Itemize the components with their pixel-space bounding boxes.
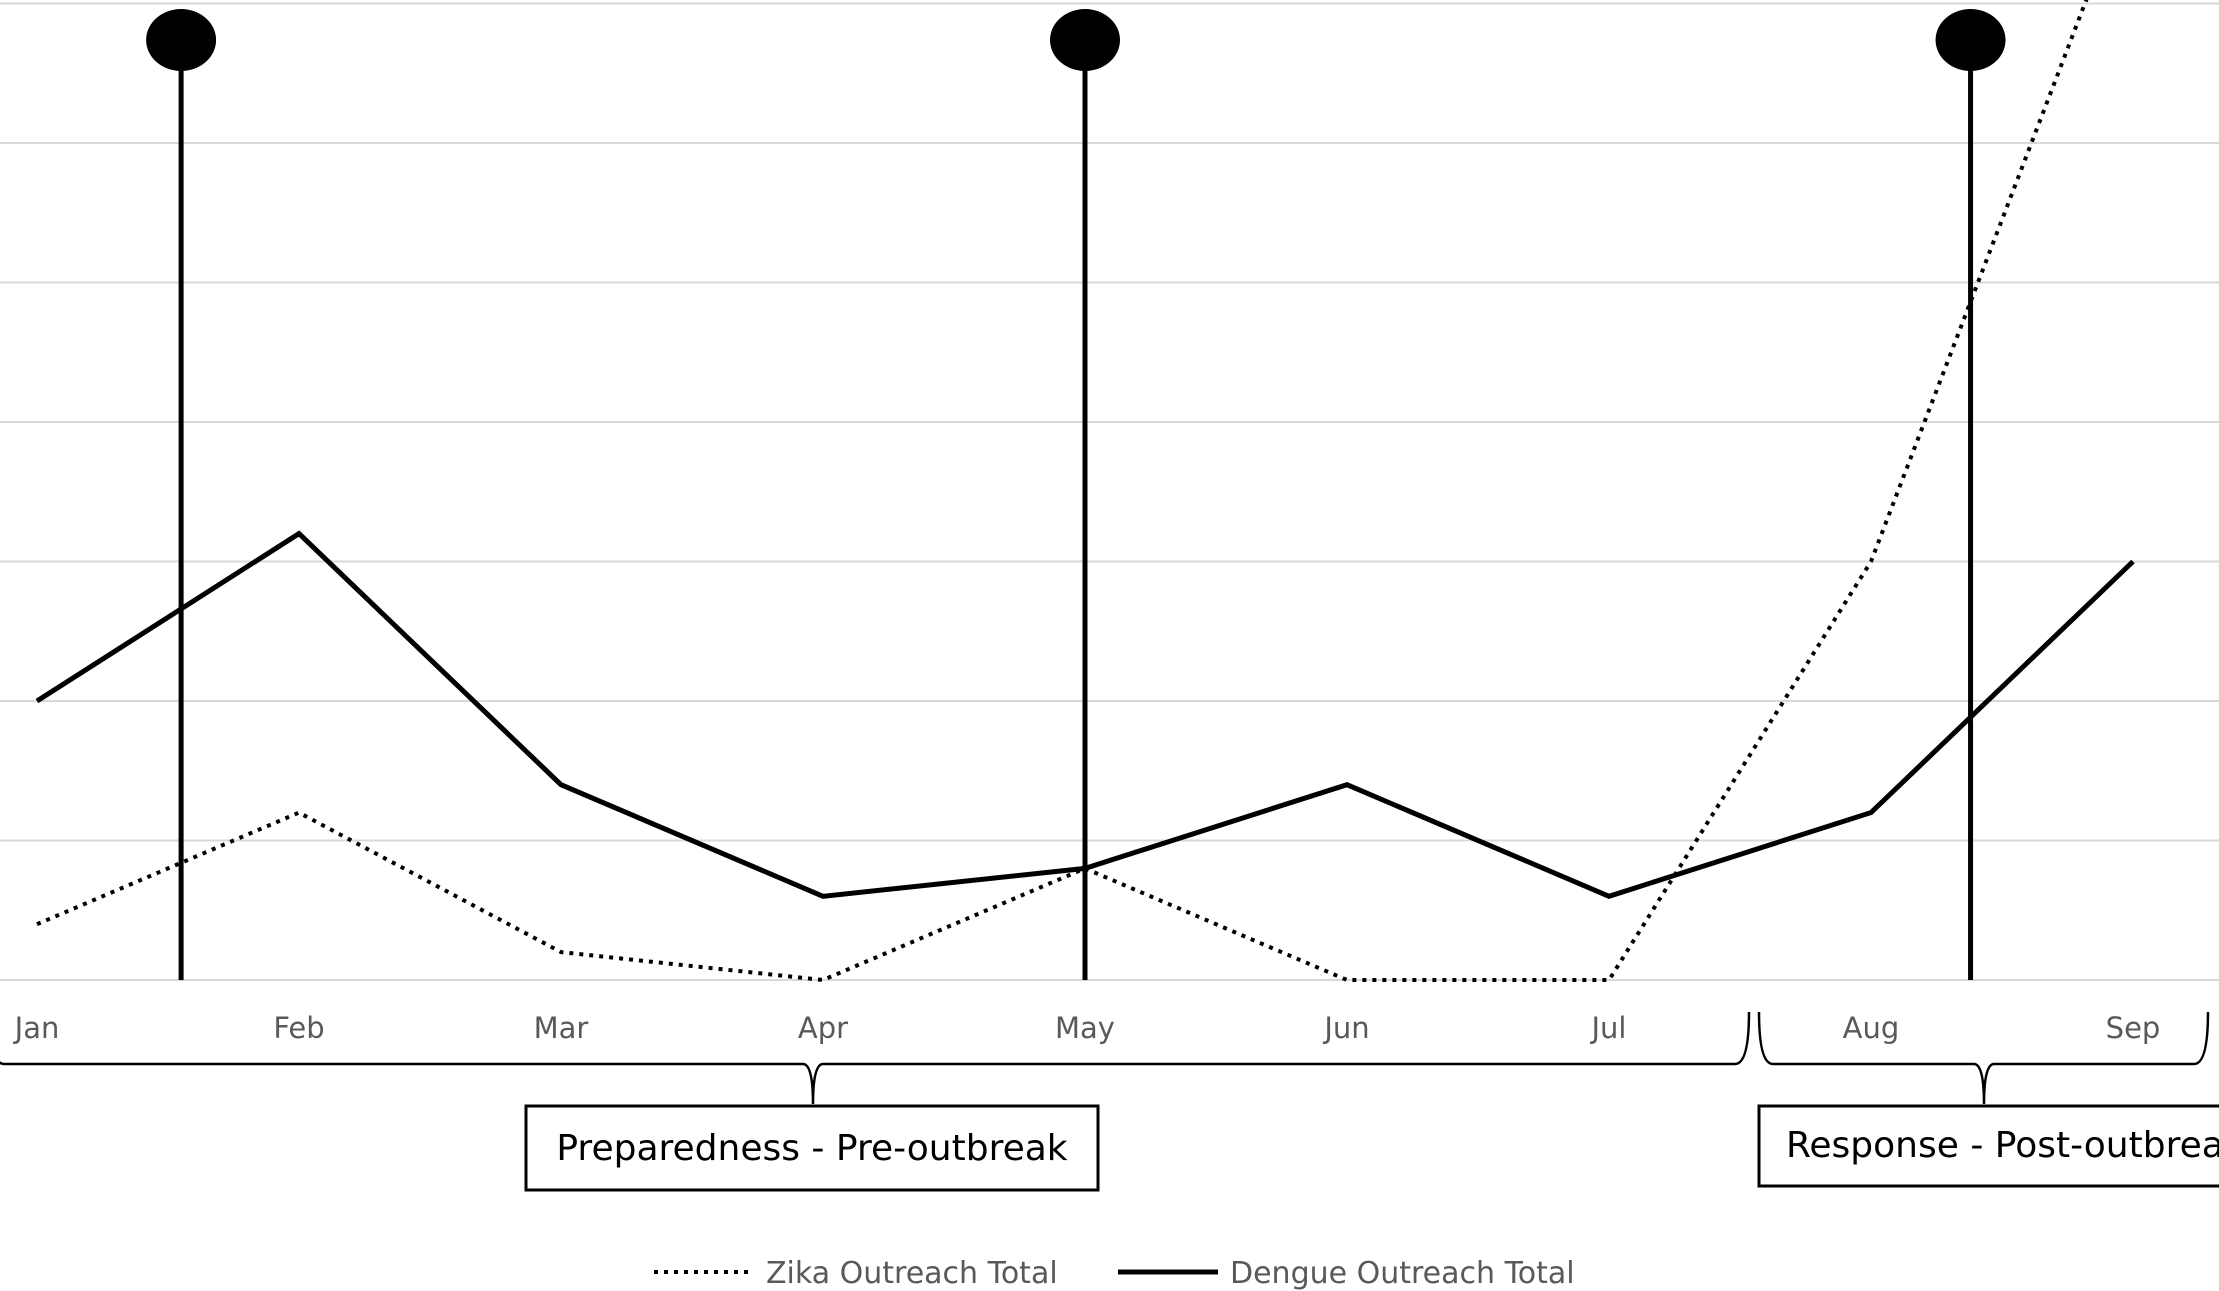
x-tick-label: May — [1055, 1011, 1115, 1045]
legend-label: Dengue Outreach Total — [1230, 1256, 1575, 1291]
series-dengue — [35, 530, 2135, 899]
x-tick-label: Aug — [1843, 1011, 1900, 1045]
x-tick-label: Apr — [798, 1011, 848, 1045]
legend-item: Dengue Outreach Total — [1118, 1256, 1575, 1291]
phase-label-box — [1757, 1104, 2219, 1188]
legend: Zika Outreach Total Dengue Outreach Total — [654, 1256, 1575, 1291]
event-markers — [146, 9, 2006, 980]
x-axis-ticks: Jan Feb Mar Apr May Jun Jul Aug Sep — [13, 1011, 2161, 1045]
series-lines — [35, 0, 2135, 983]
phase-label-box — [524, 1104, 1100, 1192]
x-tick-label: Feb — [273, 1011, 324, 1045]
gridlines — [0, 2, 2219, 981]
series-line — [35, 530, 2135, 899]
x-tick-label: Jan — [13, 1011, 60, 1045]
x-tick-label: Jun — [1322, 1011, 1369, 1045]
phase-bracket — [0, 1011, 1751, 1105]
series-zika — [36, 0, 2089, 983]
phase-bracket — [1757, 1011, 2210, 1105]
legend-item: Zika Outreach Total — [654, 1256, 1058, 1291]
x-tick-label: Mar — [534, 1011, 589, 1045]
x-tick-label: Jul — [1590, 1011, 1627, 1045]
event-marker-head — [146, 9, 217, 71]
phase-label-preparedness: Preparedness - Pre-outbreak — [556, 1128, 1067, 1169]
event-marker-head — [1935, 9, 2006, 71]
phase-label-response: Response - Post-outbrea — [1786, 1125, 2219, 1166]
phase-brackets: Preparedness - Pre-outbreak Response - Po… — [0, 1011, 2219, 1192]
legend-label: Zika Outreach Total — [766, 1256, 1058, 1291]
event-marker-head — [1050, 9, 1120, 71]
x-tick-label: Sep — [2106, 1011, 2161, 1045]
series-line — [36, 0, 2089, 983]
